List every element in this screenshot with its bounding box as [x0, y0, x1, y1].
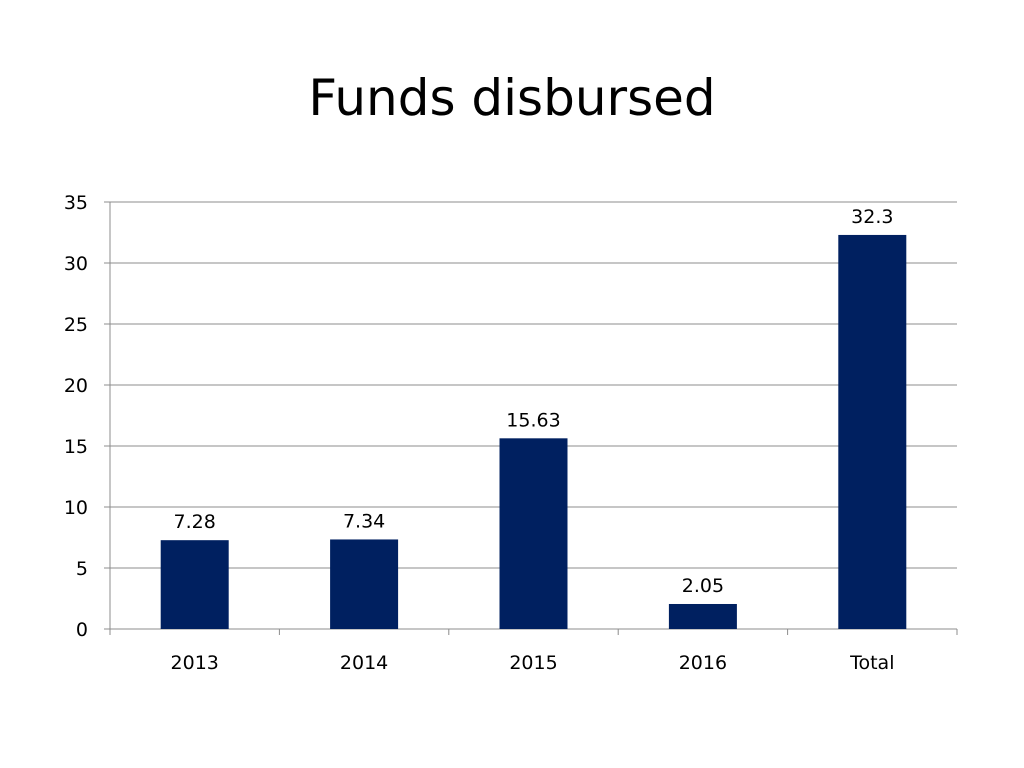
y-tick-label: 5 [76, 558, 88, 580]
data-label-2015: 15.63 [506, 409, 560, 431]
bar-2013 [160, 540, 229, 629]
chart-title: Funds disbursed [308, 69, 716, 127]
bars [160, 234, 907, 629]
y-tick-label: 35 [64, 192, 88, 214]
bar-2016 [668, 603, 737, 629]
y-tick-label: 0 [76, 619, 88, 641]
data-label-total: 32.3 [851, 206, 893, 228]
y-tick-label: 10 [64, 497, 88, 519]
y-tick-label: 15 [64, 436, 88, 458]
bar-total [838, 234, 907, 629]
y-tick-label: 25 [64, 314, 88, 336]
data-label-2016: 2.05 [682, 575, 724, 597]
x-category-label: Total [849, 652, 894, 674]
data-label-2014: 7.34 [343, 510, 385, 532]
data-label-2013: 7.28 [174, 511, 216, 533]
y-tick-label: 20 [64, 375, 88, 397]
labels: 0 5 10 15 20 25 30 35 7.28 2013 7.34 2014 15.63 2015 2… [64, 192, 895, 674]
x-category-label: 2014 [340, 652, 388, 674]
x-category-label: 2015 [509, 652, 557, 674]
bar-2015 [499, 438, 568, 629]
x-category-label: 2016 [679, 652, 727, 674]
y-tick-label: 30 [64, 253, 88, 275]
x-category-label: 2013 [171, 652, 219, 674]
bar-2014 [330, 539, 399, 629]
